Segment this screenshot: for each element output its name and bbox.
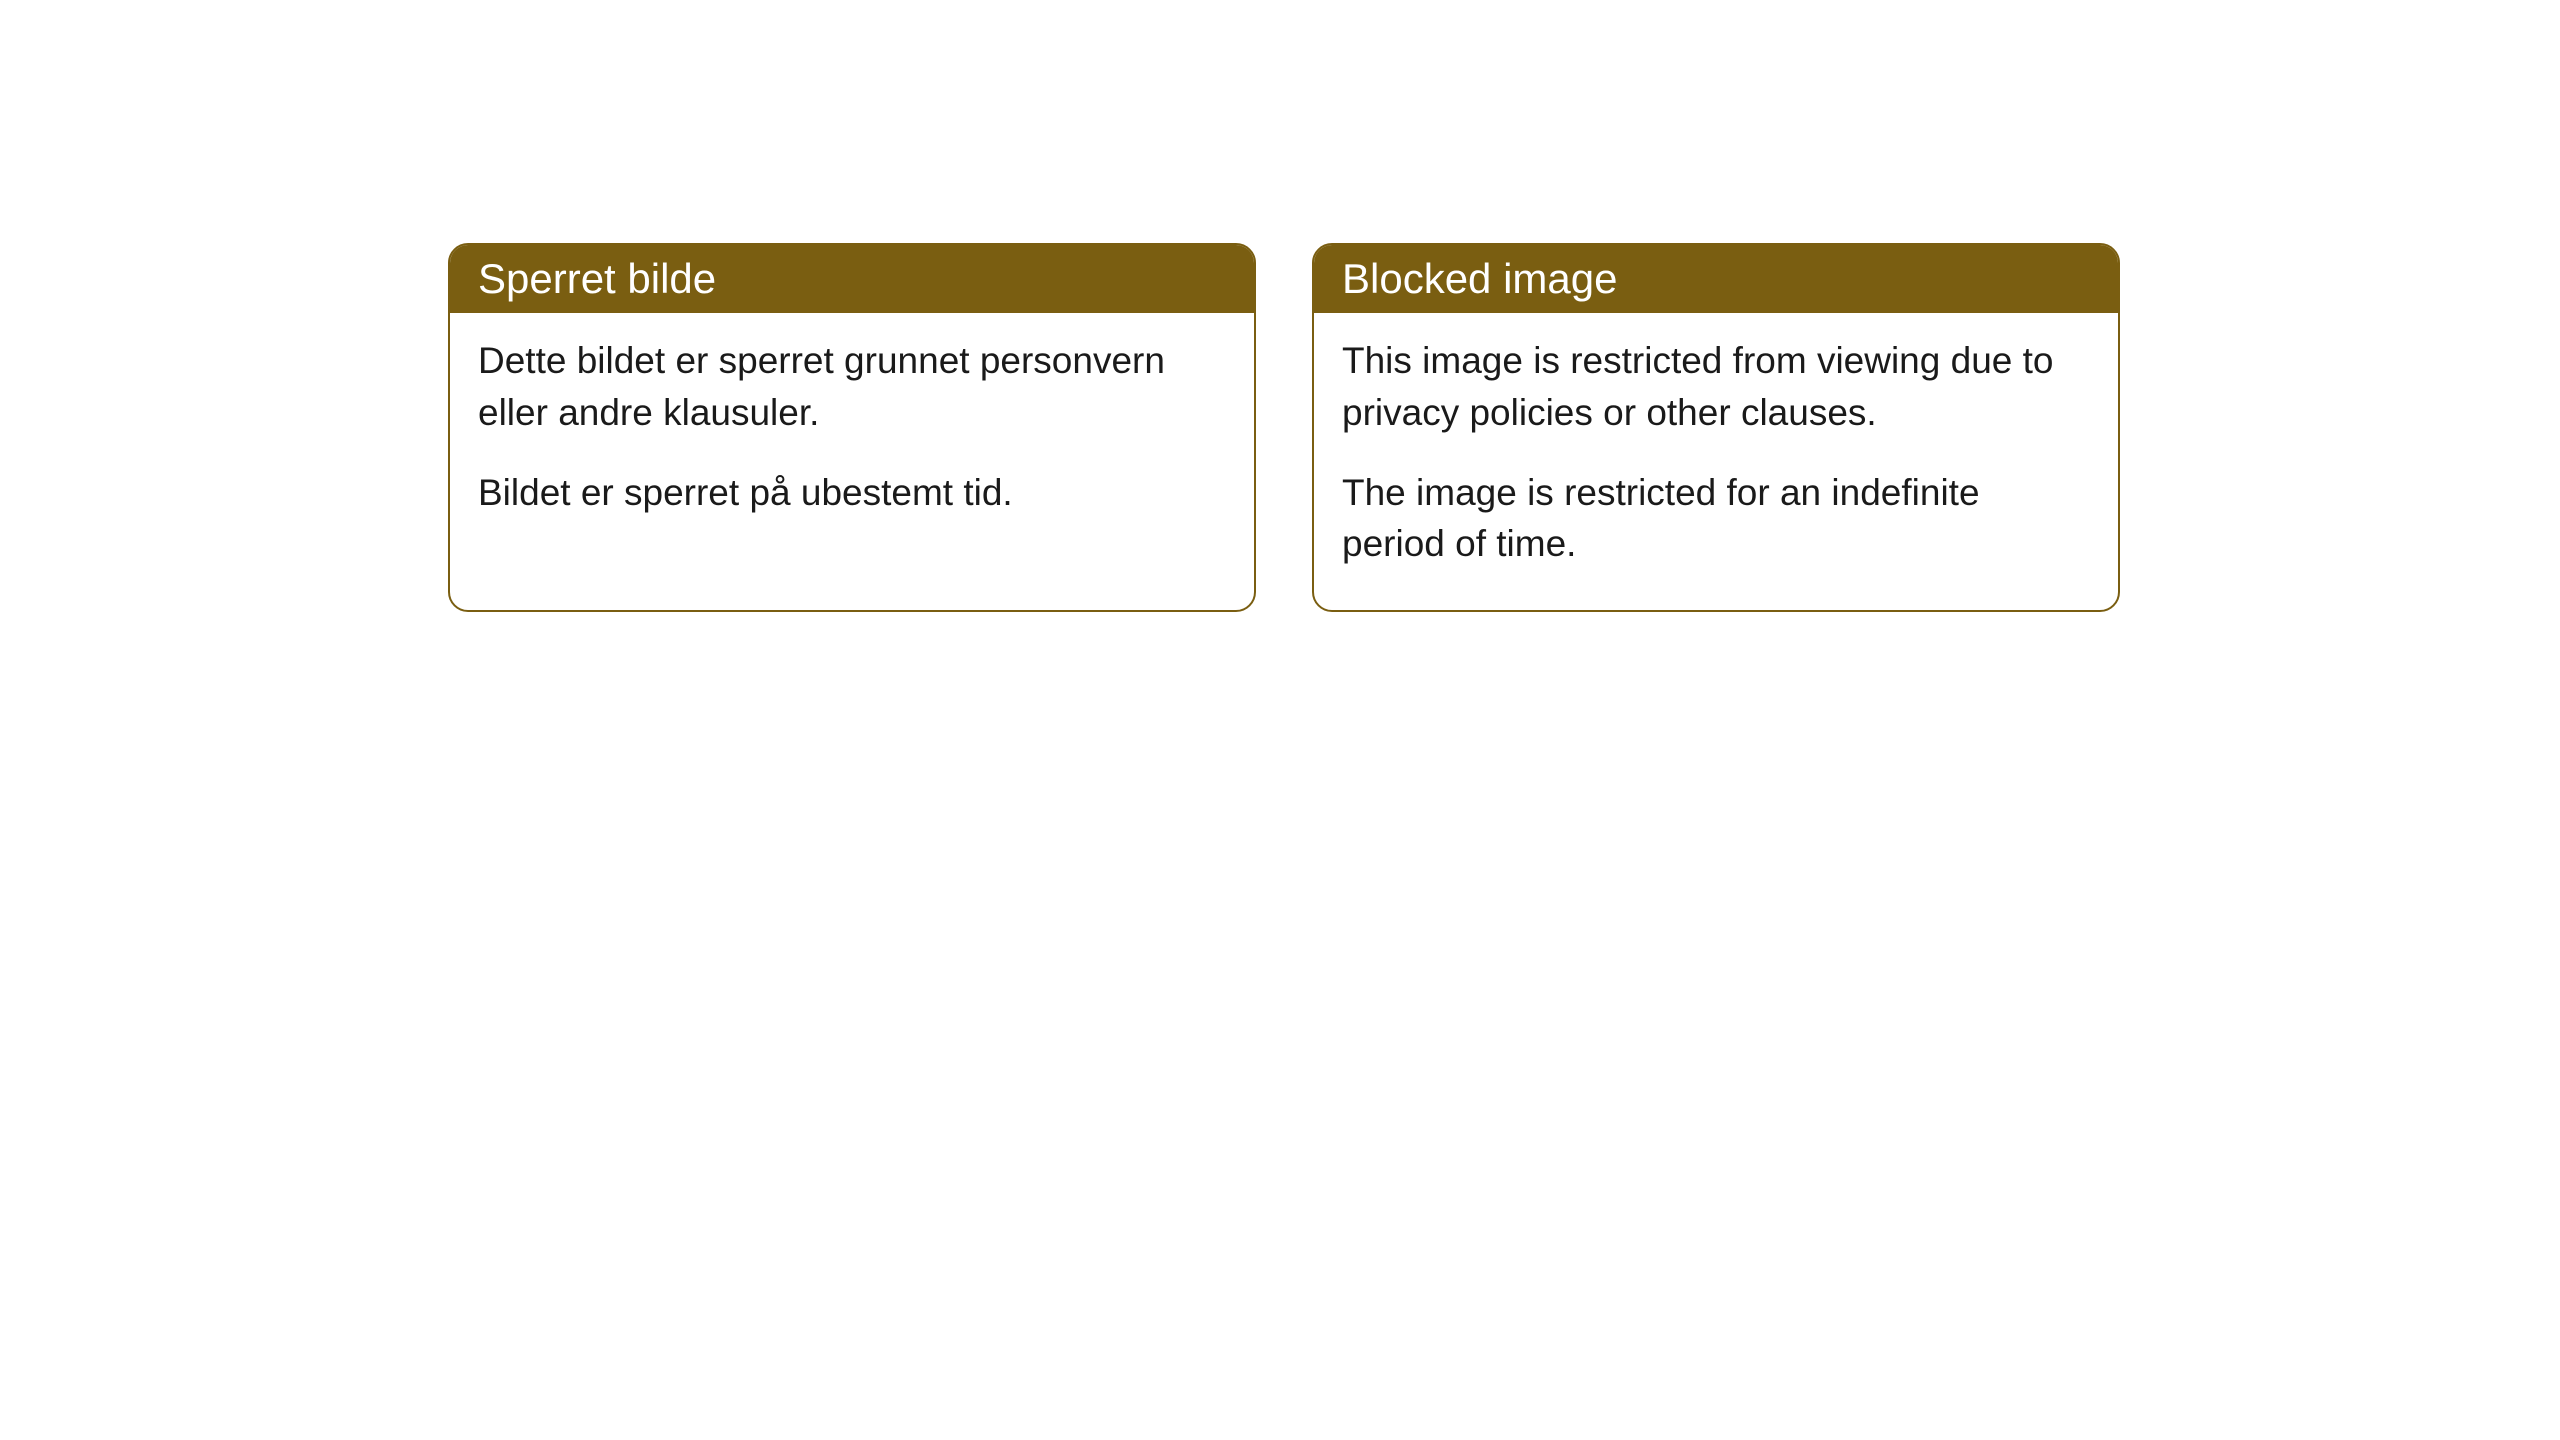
card-body-norwegian: Dette bildet er sperret grunnet personve… (450, 313, 1254, 558)
card-paragraph: The image is restricted for an indefinit… (1342, 467, 2090, 571)
card-paragraph: This image is restricted from viewing du… (1342, 335, 2090, 439)
notice-card-english: Blocked image This image is restricted f… (1312, 243, 2120, 612)
card-paragraph: Dette bildet er sperret grunnet personve… (478, 335, 1226, 439)
card-header-english: Blocked image (1314, 245, 2118, 313)
card-body-english: This image is restricted from viewing du… (1314, 313, 2118, 610)
card-paragraph: Bildet er sperret på ubestemt tid. (478, 467, 1226, 519)
card-title: Sperret bilde (478, 255, 716, 302)
card-header-norwegian: Sperret bilde (450, 245, 1254, 313)
card-title: Blocked image (1342, 255, 1617, 302)
notice-container: Sperret bilde Dette bildet er sperret gr… (0, 0, 2560, 612)
notice-card-norwegian: Sperret bilde Dette bildet er sperret gr… (448, 243, 1256, 612)
